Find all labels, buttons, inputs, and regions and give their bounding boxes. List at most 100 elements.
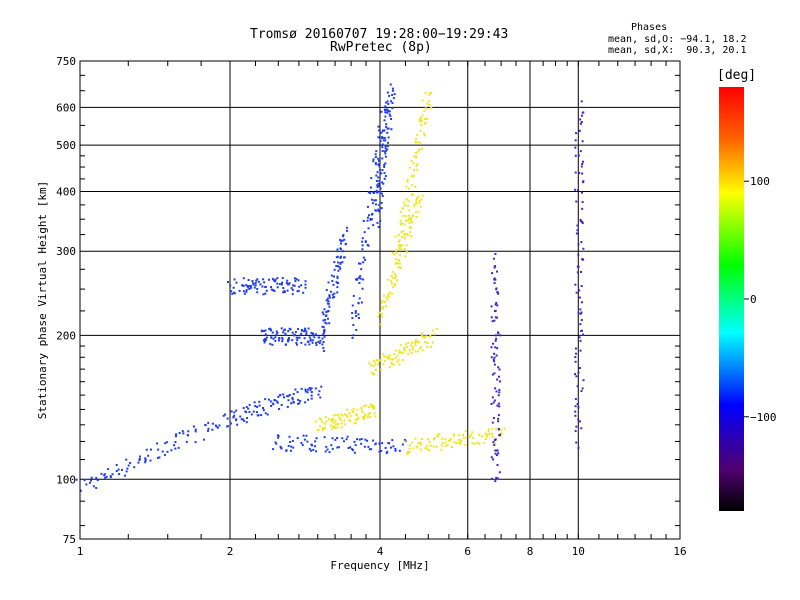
echo-point bbox=[384, 175, 387, 178]
echo-point bbox=[334, 438, 337, 441]
echo-point bbox=[361, 278, 364, 281]
echo-point bbox=[582, 247, 585, 250]
echo-point bbox=[398, 449, 401, 452]
echo-point bbox=[580, 241, 583, 244]
echo-point bbox=[386, 141, 389, 144]
echo-point bbox=[581, 220, 584, 223]
echo-point bbox=[421, 194, 424, 197]
echo-point bbox=[330, 274, 333, 277]
echo-point bbox=[363, 417, 366, 420]
echo-point bbox=[337, 446, 340, 449]
echo-point bbox=[308, 386, 311, 389]
echo-point bbox=[261, 285, 264, 288]
echo-point bbox=[378, 169, 381, 172]
echo-point bbox=[579, 339, 582, 342]
echo-point bbox=[394, 275, 397, 278]
echo-point bbox=[331, 447, 334, 450]
echo-point bbox=[388, 295, 391, 298]
echo-point bbox=[336, 248, 339, 251]
echo-point bbox=[494, 339, 497, 342]
echo-point bbox=[103, 474, 106, 477]
echo-point bbox=[490, 305, 493, 308]
echo-point bbox=[580, 390, 583, 393]
echo-point bbox=[311, 334, 314, 337]
echo-point bbox=[319, 425, 322, 428]
echo-point bbox=[317, 429, 320, 432]
echo-point bbox=[497, 417, 500, 420]
echo-point bbox=[304, 343, 307, 346]
echo-point bbox=[386, 148, 389, 151]
echo-point bbox=[368, 416, 371, 419]
echo-point bbox=[79, 489, 82, 492]
echo-point bbox=[226, 425, 229, 428]
echo-point bbox=[380, 201, 383, 204]
echo-point bbox=[381, 137, 384, 140]
echo-point bbox=[187, 430, 190, 433]
echo-point bbox=[581, 162, 584, 165]
echo-point bbox=[318, 390, 321, 393]
x-tick-label: 16 bbox=[673, 545, 686, 558]
echo-point bbox=[242, 284, 245, 287]
echo-point bbox=[270, 336, 273, 339]
echo-point bbox=[503, 427, 506, 430]
echo-point bbox=[333, 268, 336, 271]
echo-point bbox=[315, 450, 318, 453]
echo-point bbox=[383, 360, 386, 363]
echo-point bbox=[211, 422, 214, 425]
echo-point bbox=[381, 299, 384, 302]
echo-point bbox=[364, 438, 367, 441]
echo-point bbox=[387, 102, 390, 105]
echo-point bbox=[377, 157, 380, 160]
echo-point bbox=[387, 136, 390, 139]
echo-point bbox=[96, 479, 99, 482]
echo-point bbox=[388, 366, 391, 369]
echo-point bbox=[322, 326, 325, 329]
echo-point bbox=[379, 187, 382, 190]
echo-point bbox=[391, 107, 394, 110]
echo-point bbox=[156, 442, 159, 445]
echo-point bbox=[271, 343, 274, 346]
echo-point bbox=[157, 448, 160, 451]
echo-point bbox=[286, 289, 289, 292]
echo-point bbox=[493, 282, 496, 285]
echo-point bbox=[342, 234, 345, 237]
echo-point bbox=[446, 444, 449, 447]
echo-point bbox=[226, 417, 229, 420]
echo-point bbox=[408, 217, 411, 220]
echo-point bbox=[100, 472, 103, 475]
echo-point bbox=[497, 394, 500, 397]
echo-point bbox=[499, 433, 502, 436]
echo-point bbox=[326, 297, 329, 300]
echo-point bbox=[233, 414, 236, 417]
echo-point bbox=[323, 422, 326, 425]
echo-point bbox=[243, 419, 246, 422]
x-axis-label: Frequency [MHz] bbox=[330, 559, 429, 572]
echo-point bbox=[351, 336, 354, 339]
echo-point bbox=[276, 282, 279, 285]
echo-point bbox=[476, 441, 479, 444]
echo-point bbox=[421, 114, 424, 117]
echo-point bbox=[580, 318, 583, 321]
echo-point bbox=[357, 301, 360, 304]
echo-point bbox=[390, 128, 393, 131]
echo-point bbox=[384, 355, 387, 358]
echo-point bbox=[126, 467, 129, 470]
echo-point bbox=[320, 385, 323, 388]
echo-point bbox=[382, 306, 385, 309]
echo-point bbox=[433, 333, 436, 336]
echo-point bbox=[496, 270, 499, 273]
echo-point bbox=[339, 267, 342, 270]
echo-point bbox=[379, 358, 382, 361]
echo-point bbox=[264, 329, 267, 332]
y-tick-label: 75 bbox=[63, 533, 76, 546]
echo-point bbox=[311, 341, 314, 344]
echo-point bbox=[262, 278, 265, 281]
echo-point bbox=[377, 363, 380, 366]
echo-point bbox=[330, 444, 333, 447]
echo-point bbox=[435, 445, 438, 448]
echo-point bbox=[334, 414, 337, 417]
echo-point bbox=[227, 281, 230, 284]
echo-point bbox=[301, 328, 304, 331]
echo-point bbox=[493, 266, 496, 269]
echo-point bbox=[421, 99, 424, 102]
